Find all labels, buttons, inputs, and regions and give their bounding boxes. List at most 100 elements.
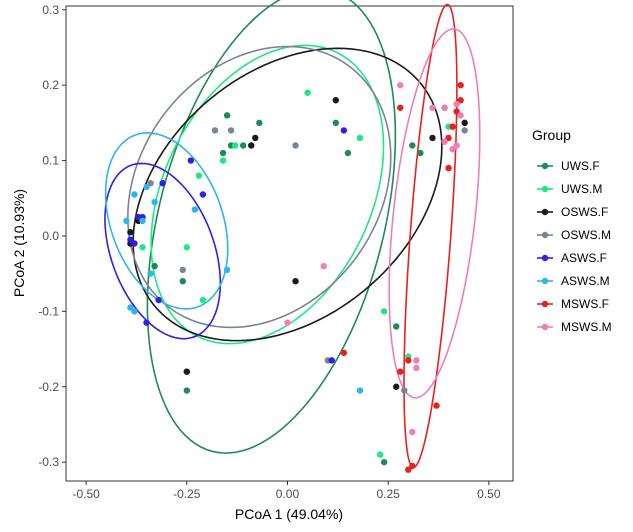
point-msws-f (405, 466, 412, 473)
point-asws-f (159, 179, 166, 187)
legend-key-point (541, 300, 549, 308)
point-uws-m (304, 89, 311, 96)
legend-item-asws-f: ASWS.F (537, 251, 607, 265)
point-uws-f (393, 323, 400, 330)
x-tick-label: -0.25 (173, 487, 201, 501)
legend-label: MSWS.F (561, 297, 609, 311)
ellipse-asws-f (104, 162, 222, 340)
point-uws-m (376, 451, 384, 458)
point-uws-m (195, 172, 203, 179)
point-uws-f (344, 149, 352, 157)
point-uws-m (380, 308, 388, 315)
legend-item-uws-f: UWS.F (537, 159, 600, 173)
point-osws-m (227, 127, 235, 134)
y-tick-label: 0.2 (42, 78, 59, 92)
point-msws-f (449, 123, 456, 130)
legend-label: OSWS.F (561, 205, 608, 219)
point-osws-m (401, 387, 408, 394)
point-msws-f (340, 349, 348, 357)
point-uws-f (223, 112, 231, 119)
ellipse-msws-f (403, 3, 458, 469)
point-msws-m (441, 104, 448, 111)
ellipse-osws-m (127, 45, 392, 329)
point-msws-m (449, 146, 456, 153)
x-tick-label: 0.50 (477, 487, 501, 501)
point-asws-f (131, 240, 138, 247)
point-msws-f (409, 462, 416, 470)
point-osws-f (332, 97, 340, 104)
x-tick-label: 0.25 (376, 487, 400, 501)
legend-key-point (541, 162, 549, 170)
point-osws-m (292, 142, 299, 149)
legend-label: MSWS.M (561, 320, 612, 334)
point-msws-f (397, 104, 404, 111)
point-msws-m (413, 364, 420, 372)
x-axis: -0.50 -0.25 0.00 0.25 0.50 (72, 481, 501, 501)
point-msws-m (429, 104, 436, 111)
point-osws-f (252, 134, 259, 142)
point-msws-f (457, 97, 464, 104)
point-asws-m (127, 304, 134, 311)
point-msws-m (441, 138, 448, 145)
point-osws-m (461, 127, 468, 134)
point-osws-f (127, 228, 134, 236)
legend-item-uws-m: UWS.M (537, 182, 602, 196)
point-asws-m (223, 266, 231, 274)
point-asws-f (328, 357, 335, 364)
ellipse-asws-m (104, 132, 229, 310)
point-uws-f (239, 142, 247, 149)
point-osws-f (461, 119, 468, 127)
point-msws-f (457, 81, 464, 89)
point-uws-m (199, 296, 207, 304)
point-msws-m (453, 100, 460, 108)
point-asws-m (147, 270, 154, 277)
ellipse-msws-m (388, 28, 481, 399)
legend-key-point (541, 185, 549, 193)
point-uws-m (139, 244, 146, 251)
point-msws-f (433, 402, 440, 409)
point-msws-m (320, 262, 327, 270)
point-osws-f (248, 142, 255, 149)
point-asws-f (155, 296, 162, 304)
point-osws-m (179, 266, 186, 274)
point-asws-m (131, 191, 138, 198)
legend-item-asws-m: ASWS.M (537, 274, 610, 288)
point-uws-f (219, 149, 227, 157)
point-asws-m (139, 217, 146, 225)
legend-item-osws-m: OSWS.M (537, 228, 611, 242)
legend-label: ASWS.F (561, 251, 607, 265)
point-osws-f (393, 383, 400, 390)
point-msws-m (457, 112, 464, 119)
y-tick-label: 0.3 (42, 3, 59, 17)
legend-title: Group (532, 127, 571, 143)
legend-key-point (541, 323, 549, 331)
point-asws-m (123, 217, 130, 225)
point-uws-f (151, 262, 158, 270)
point-uws-f (179, 278, 186, 285)
ellipse-layer (104, 0, 481, 469)
point-asws-f (199, 191, 207, 198)
legend-key-point (541, 254, 549, 262)
point-uws-m (356, 134, 364, 142)
point-uws-f (417, 149, 424, 157)
y-axis-title: PCoA 2 (10.93%) (11, 189, 27, 297)
point-uws-f (409, 142, 416, 149)
point-uws-m (183, 244, 191, 251)
legend-item-msws-m: MSWS.M (537, 320, 612, 334)
legend-label: ASWS.M (561, 274, 610, 288)
point-asws-f (187, 157, 195, 164)
point-msws-m (409, 428, 416, 436)
legend-label: OSWS.M (561, 228, 611, 242)
point-asws-m (143, 183, 150, 191)
point-uws-f (332, 119, 340, 127)
point-asws-m (131, 308, 138, 315)
y-axis: -0.3 -0.2 -0.1 0.0 0.1 0.2 0.3 (38, 3, 66, 469)
point-osws-m (147, 179, 154, 187)
ellipse-uws-m (150, 44, 385, 345)
legend-label: UWS.M (561, 182, 602, 196)
point-asws-m (356, 387, 364, 394)
point-uws-m (219, 157, 227, 164)
y-tick-label: -0.1 (38, 304, 59, 318)
legend-item-msws-f: MSWS.F (537, 297, 609, 311)
